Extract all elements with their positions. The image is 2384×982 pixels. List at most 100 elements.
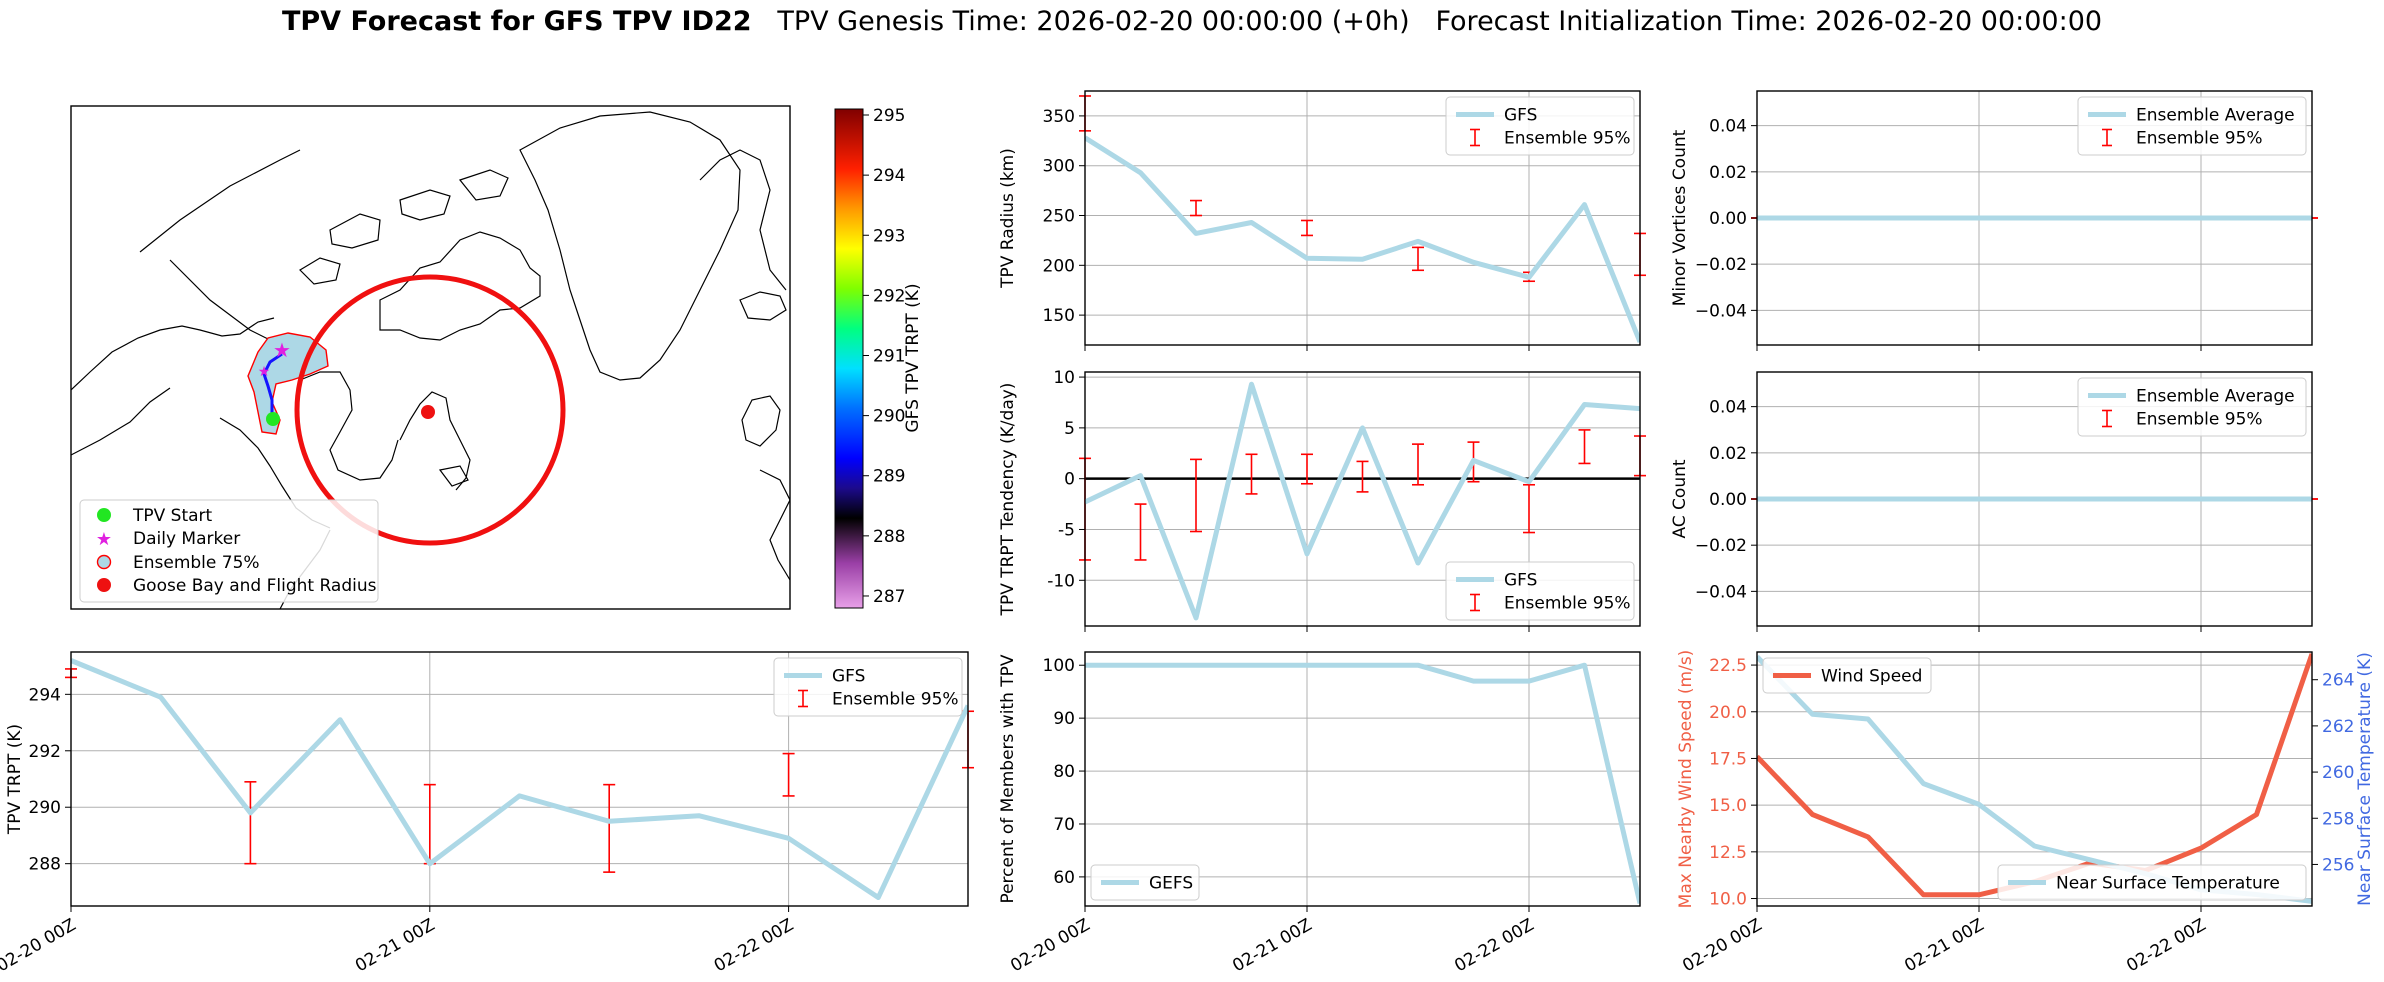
map-frame — [70, 105, 791, 610]
legend-start-icon — [97, 508, 111, 522]
tendency-legend-lower-right: GFS Ensemble 95% — [1445, 561, 1635, 621]
hudson-bay-shore — [299, 371, 399, 481]
minor-legend-label-1: Ensemble 95% — [2136, 129, 2263, 149]
tendency-legend-box-lower-right — [1445, 561, 1635, 621]
colorbar-tick-label-3: 292 — [873, 286, 905, 306]
arctic-islands-4 — [299, 257, 341, 285]
wind_temp-ytick-label-5: 22.5 — [1709, 656, 1747, 676]
minor-ytick-label-1: −0.02 — [1695, 255, 1747, 275]
wind_temp-ytick-label-0: 10.0 — [1709, 890, 1747, 910]
trpt-ylabel: TPV TRPT (K) — [5, 724, 25, 835]
arctic-islands-1 — [329, 213, 381, 249]
chart-percent: 60 70 80 90 100 Percent of Members with TPV 02… — [998, 651, 1641, 976]
wind_temp-legend-label-0: Near Surface Temperature — [2056, 874, 2280, 894]
ac-ylabel: AC Count — [1670, 459, 1690, 538]
wind_temp-legend-box-lower-right — [1997, 864, 2307, 901]
wind_temp-legend-label-0: Wind Speed — [1821, 667, 1922, 687]
wind_temp-frame — [1756, 651, 2313, 907]
percent-legend-box-lower-left — [1090, 864, 1200, 901]
colorbar-tick-label-8: 287 — [873, 587, 905, 607]
colorbar-tick-label-2: 293 — [873, 226, 905, 246]
percent-ylabel: Percent of Members with TPV — [998, 654, 1018, 903]
arctic-arc — [139, 149, 301, 253]
radius-legend-upper-right: GFS Ensemble 95% — [1445, 96, 1635, 156]
chart-minor: −0.04 −0.02 0.00 0.02 0.04 Minor Vortices Cou… — [1670, 90, 2318, 351]
percent-xtick-label-2: 02-22 00Z — [1451, 915, 1537, 976]
legend-start-label: TPV Start — [132, 506, 213, 526]
trpt-series-0 — [71, 658, 968, 900]
ac-legend-label-1: Ensemble 95% — [2136, 410, 2263, 430]
radius-frame — [1084, 90, 1641, 346]
ac-ytick-label-4: 0.04 — [1709, 398, 1747, 418]
nova-scotia — [438, 465, 469, 487]
flight-radius-circle — [294, 274, 566, 546]
arctic-islands-2 — [399, 189, 451, 221]
tendency-frame — [1084, 371, 1641, 627]
minor-ylabel: Minor Vortices Count — [1670, 129, 1690, 306]
trpt-ytick-label-3: 294 — [29, 685, 61, 705]
trpt-ytick-label-1: 290 — [29, 798, 61, 818]
radius-ytick-label-2: 250 — [1043, 207, 1075, 227]
wind_temp-legend-lower-right: Near Surface Temperature — [1997, 864, 2307, 901]
wind_temp-ytick-label-3: 17.5 — [1709, 749, 1747, 769]
colorbar-tick-label-4: 291 — [873, 346, 905, 366]
scandinavia — [699, 149, 787, 291]
greenland — [519, 111, 741, 381]
wind_temp-ylabel: Max Nearby Wind Speed (m/s) — [1676, 650, 1696, 909]
colorbar-tick-label-6: 289 — [873, 467, 905, 487]
radius-ytick-label-3: 300 — [1043, 157, 1075, 177]
wind_temp-ytick-right-label-3: 262 — [2322, 717, 2354, 737]
tendency-ytick-label-3: 5 — [1064, 419, 1075, 439]
wind_temp-ytick-right-label-0: 256 — [2322, 855, 2354, 875]
radius-ytick-label-4: 350 — [1043, 107, 1075, 127]
percent-frame — [1084, 651, 1641, 907]
legend-daily-icon: ★ — [96, 529, 112, 550]
legend-goosebay-label: Goose Bay and Flight Radius — [133, 576, 377, 596]
percent-ytick-label-1: 70 — [1053, 815, 1075, 835]
figure-title: TPV Forecast for GFS TPV ID22 TPV Genesi… — [0, 6, 2384, 37]
coast-alaska-range — [71, 387, 171, 456]
radius-legend-label-1: Ensemble 95% — [1504, 129, 1631, 149]
percent-ytick-label-0: 60 — [1053, 868, 1075, 888]
wind_temp-ytick-label-4: 20.0 — [1709, 703, 1747, 723]
minor-ytick-label-4: 0.04 — [1709, 117, 1747, 137]
trpt-legend-label-0: GFS — [832, 667, 865, 687]
percent-xtick-label-1: 02-21 00Z — [1229, 915, 1315, 976]
ac-ytick-label-3: 0.02 — [1709, 444, 1747, 464]
goose-bay-marker — [421, 405, 435, 419]
wind_temp-ytick-right-label-1: 258 — [2322, 809, 2354, 829]
ac-ytick-label-2: 0.00 — [1709, 490, 1747, 510]
percent-xtick-label-0: 02-20 00Z — [1007, 915, 1093, 976]
labrador-coast — [399, 391, 471, 491]
title-genesis-time: TPV Genesis Time: 2026-02-20 00:00:00 (+… — [777, 6, 1410, 37]
chart-tendency: -10 -5 0 5 10 TPV TRPT Tendency (K/day) GFS Ens… — [998, 368, 1646, 632]
map-legend: TPV Start ★ Daily Marker Ensemble 75% Go… — [79, 499, 379, 603]
percent-legend-lower-left: GEFS — [1090, 864, 1200, 901]
colorbar-ticks: 295 294 293 292 291 290 289 288 287 — [863, 106, 905, 607]
radius-legend-label-0: GFS — [1504, 106, 1537, 126]
tendency-ytick-label-2: 0 — [1064, 470, 1075, 490]
trpt-ytick-label-2: 292 — [29, 742, 61, 762]
ac-legend-upper-right: Ensemble Average Ensemble 95% — [2077, 377, 2307, 437]
daily-marker-1: ★ — [273, 338, 291, 362]
wind_temp-ytick-right-label-4: 264 — [2322, 671, 2354, 691]
radius-ytick-label-0: 150 — [1043, 306, 1075, 326]
legend-goosebay-icon — [97, 578, 111, 592]
tendency-ytick-label-0: -10 — [1047, 571, 1075, 591]
ac-ytick-label-1: −0.02 — [1695, 536, 1747, 556]
coast-west-mainland — [71, 317, 275, 391]
trpt-ytick-label-0: 288 — [29, 855, 61, 875]
chart-ac: −0.04 −0.02 0.00 0.02 0.04 AC Count Ensemble A… — [1670, 371, 2318, 632]
tpv-track — [262, 352, 283, 418]
baffin-island — [379, 231, 541, 341]
wind_temp-ytick-label-2: 15.0 — [1709, 796, 1747, 816]
tendency-legend-label-1: Ensemble 95% — [1504, 594, 1631, 614]
title-tpv-id: TPV Forecast for GFS TPV ID22 — [281, 6, 752, 37]
trpt-frame — [70, 651, 969, 907]
map-legend-box — [79, 499, 379, 603]
tpv-start-marker — [266, 412, 280, 426]
